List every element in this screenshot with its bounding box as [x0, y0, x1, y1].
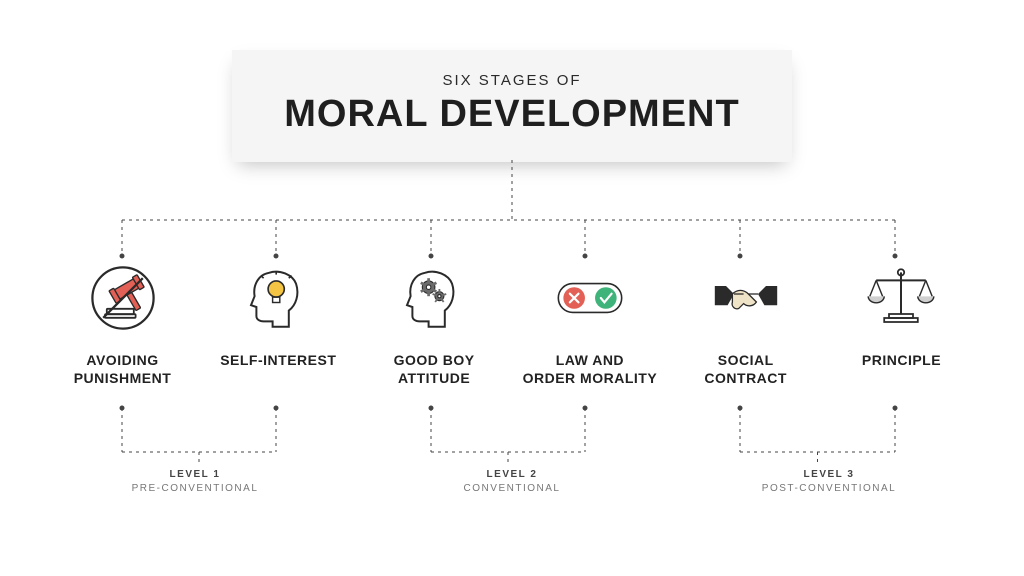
- lightbulb-head-icon: [242, 262, 314, 334]
- level-subtitle: POST-CONVENTIONAL: [684, 482, 974, 496]
- stage-3: GOOD BOYATTITUDE: [362, 262, 507, 432]
- level-subtitle: CONVENTIONAL: [367, 482, 657, 496]
- stages-row: AVOIDINGPUNISHMENT SELF-INTEREST GOOD BO…: [0, 262, 1024, 432]
- handshake-icon: [710, 262, 782, 334]
- gavel-icon: [87, 262, 159, 334]
- level-3: LEVEL 3 POST-CONVENTIONAL: [684, 468, 974, 496]
- stage-label: PRINCIPLE: [862, 352, 941, 370]
- level-title: LEVEL 3: [684, 468, 974, 482]
- stage-6: PRINCIPLE: [829, 262, 974, 432]
- scales-icon: [865, 262, 937, 334]
- stage-2: SELF-INTEREST: [206, 262, 351, 432]
- levels-row: LEVEL 1 PRE-CONVENTIONAL LEVEL 2 CONVENTI…: [0, 468, 1024, 496]
- level-2: LEVEL 2 CONVENTIONAL: [367, 468, 657, 496]
- stage-1: AVOIDINGPUNISHMENT: [50, 262, 195, 432]
- stage-label: GOOD BOYATTITUDE: [394, 352, 475, 387]
- level-title: LEVEL 2: [367, 468, 657, 482]
- title-box: SIX STAGES OF MORAL DEVELOPMENT: [232, 50, 792, 162]
- stage-5: SOCIALCONTRACT: [673, 262, 818, 432]
- stage-label: SOCIALCONTRACT: [704, 352, 787, 387]
- stage-label: AVOIDINGPUNISHMENT: [74, 352, 172, 387]
- stage-label: SELF-INTEREST: [220, 352, 336, 370]
- title-prefix: SIX STAGES OF: [252, 72, 772, 89]
- stage-label: LAW ANDORDER MORALITY: [523, 352, 658, 387]
- toggle-check-icon: [554, 262, 626, 334]
- title-main: MORAL DEVELOPMENT: [252, 93, 772, 136]
- level-subtitle: PRE-CONVENTIONAL: [50, 482, 340, 496]
- level-1: LEVEL 1 PRE-CONVENTIONAL: [50, 468, 340, 496]
- gears-head-icon: [398, 262, 470, 334]
- stage-4: LAW ANDORDER MORALITY: [517, 262, 662, 432]
- level-title: LEVEL 1: [50, 468, 340, 482]
